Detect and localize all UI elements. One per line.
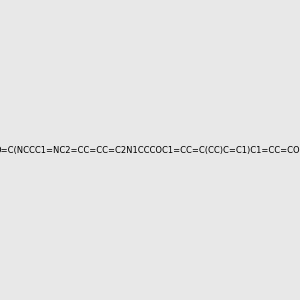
Text: O=C(NCCC1=NC2=CC=CC=C2N1CCCOC1=CC=C(CC)C=C1)C1=CC=CO1: O=C(NCCC1=NC2=CC=CC=C2N1CCCOC1=CC=C(CC)C…	[0, 146, 300, 154]
